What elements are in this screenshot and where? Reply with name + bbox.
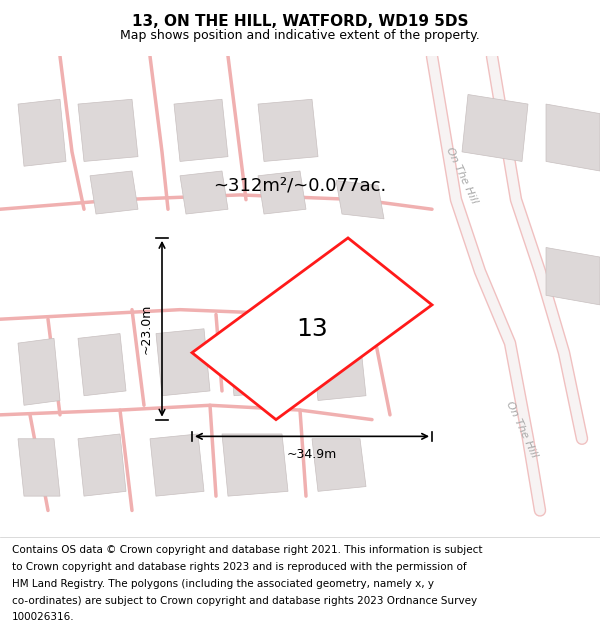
Polygon shape [18,99,66,166]
Text: HM Land Registry. The polygons (including the associated geometry, namely x, y: HM Land Registry. The polygons (includin… [12,579,434,589]
Polygon shape [258,171,306,214]
Text: ~23.0m: ~23.0m [140,304,153,354]
Text: ~312m²/~0.077ac.: ~312m²/~0.077ac. [214,176,386,194]
Polygon shape [90,171,138,214]
Polygon shape [228,334,294,396]
Text: 13, ON THE HILL, WATFORD, WD19 5DS: 13, ON THE HILL, WATFORD, WD19 5DS [132,14,468,29]
Polygon shape [18,439,60,496]
Polygon shape [546,104,600,171]
Polygon shape [462,94,528,161]
Polygon shape [78,334,126,396]
Polygon shape [180,171,228,214]
Text: 100026316.: 100026316. [12,612,74,622]
Polygon shape [312,338,366,401]
Polygon shape [546,248,600,305]
Polygon shape [150,434,204,496]
Polygon shape [312,439,366,491]
Polygon shape [78,434,126,496]
Polygon shape [18,338,60,405]
Polygon shape [192,238,432,419]
Text: ~34.9m: ~34.9m [287,448,337,461]
Text: to Crown copyright and database rights 2023 and is reproduced with the permissio: to Crown copyright and database rights 2… [12,562,467,572]
Polygon shape [258,99,318,161]
Polygon shape [78,99,138,161]
Polygon shape [336,181,384,219]
Text: On The Hill: On The Hill [505,399,539,459]
Text: Contains OS data © Crown copyright and database right 2021. This information is : Contains OS data © Crown copyright and d… [12,545,482,555]
Text: co-ordinates) are subject to Crown copyright and database rights 2023 Ordnance S: co-ordinates) are subject to Crown copyr… [12,596,477,606]
Text: 13: 13 [296,317,328,341]
Text: On The Hill: On The Hill [445,146,479,206]
Text: Map shows position and indicative extent of the property.: Map shows position and indicative extent… [120,29,480,42]
Polygon shape [156,329,210,396]
Polygon shape [222,434,288,496]
Polygon shape [174,99,228,161]
